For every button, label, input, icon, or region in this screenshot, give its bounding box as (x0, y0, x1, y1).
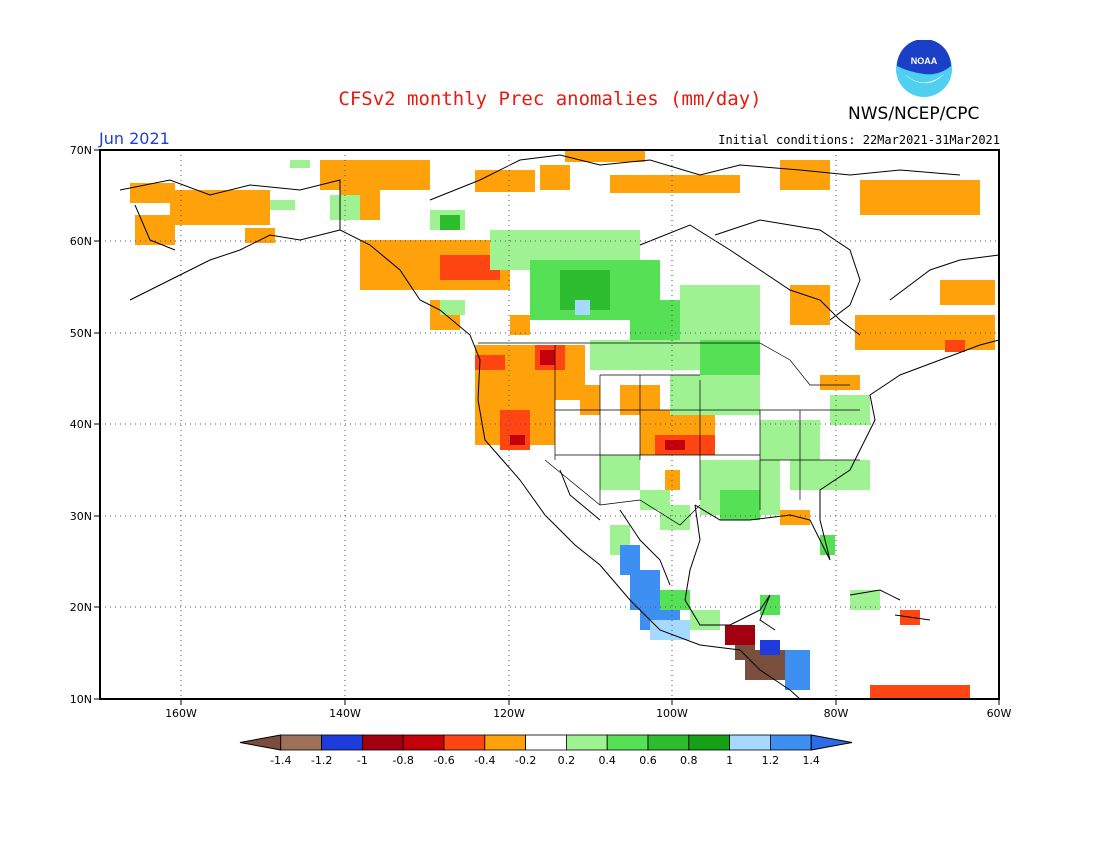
color-legend: -1.4 -1.2 -1 -0.8 -0.6 -0.4 -0.2 0.2 0.4 0.6 0.8 1 1… (239, 734, 853, 767)
lon-label-160w: 160W (165, 707, 197, 720)
noaa-logo-text: NOAA (911, 56, 938, 66)
lon-label-120w: 120W (493, 707, 525, 720)
legend-arrow-high (810, 734, 853, 751)
lon-label-100w: 100W (656, 707, 688, 720)
lat-label-40n: 40N (70, 418, 92, 431)
legend-swatch (770, 734, 812, 751)
legend-label: 1 (726, 754, 733, 767)
legend-label: 0.4 (598, 754, 616, 767)
legend-arrow-low (239, 734, 282, 751)
legend-swatch (443, 734, 486, 751)
lat-label-70n: 70N (70, 144, 92, 157)
lat-label-60n: 60N (70, 235, 92, 248)
legend-swatch (729, 734, 771, 751)
legend-swatch (321, 734, 363, 751)
legend-swatch (361, 734, 404, 751)
legend-swatch (566, 734, 608, 751)
legend-label: 0.2 (558, 754, 576, 767)
legend-label: 1.4 (802, 754, 820, 767)
organization-label: NWS/NCEP/CPC (848, 104, 980, 124)
lat-label-50n: 50N (70, 327, 92, 340)
legend-swatch (688, 734, 730, 751)
legend-swatch (525, 734, 567, 751)
borders (478, 342, 860, 526)
lat-label-30n: 30N (70, 510, 92, 523)
legend-swatch (402, 734, 445, 751)
legend-label: 0.8 (680, 754, 698, 767)
legend-label: 1.2 (762, 754, 780, 767)
map-title: CFSv2 monthly Prec anomalies (mm/day) (338, 88, 762, 110)
coastlines (119, 154, 1000, 700)
legend-swatch (606, 734, 649, 751)
lon-label-80w: 80W (824, 707, 849, 720)
legend-label: 0.6 (639, 754, 657, 767)
legend-label: -1.4 (270, 754, 291, 767)
legend-label: -0.8 (392, 754, 413, 767)
legend-label: -1.2 (311, 754, 332, 767)
legend-label: -0.6 (433, 754, 454, 767)
legend-label: -0.4 (474, 754, 495, 767)
tick-marks (94, 149, 1000, 705)
legend-swatch (484, 734, 526, 751)
legend-label: -1 (357, 754, 368, 767)
initial-conditions: Initial conditions: 22Mar2021-31Mar2021 (718, 133, 1000, 147)
forecast-month: Jun 2021 (99, 129, 170, 148)
legend-swatch (647, 734, 690, 751)
legend-swatch (280, 734, 322, 751)
noaa-logo-icon: NOAA (896, 40, 952, 97)
lon-label-60w: 60W (987, 707, 1012, 720)
lat-label-10n: 10N (70, 693, 92, 706)
legend-label: -0.2 (515, 754, 536, 767)
lat-label-20n: 20N (70, 601, 92, 614)
lon-label-140w: 140W (329, 707, 361, 720)
